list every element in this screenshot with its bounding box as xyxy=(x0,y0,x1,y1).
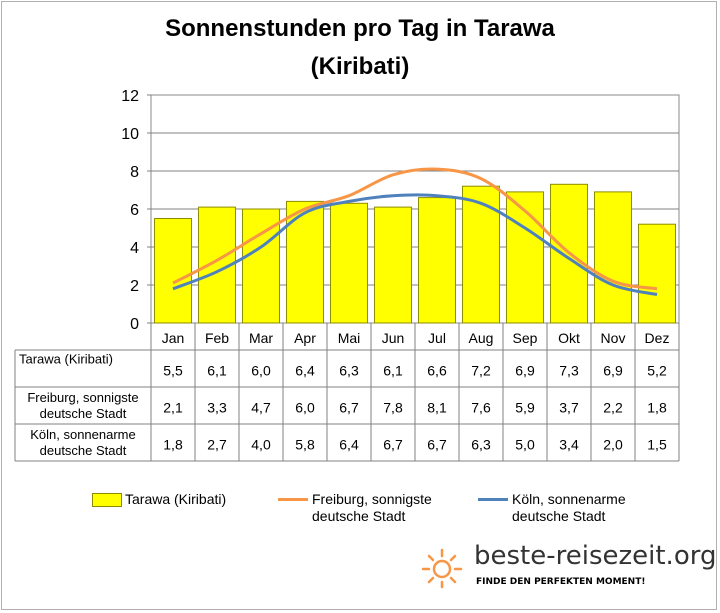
data-label: 6,1 xyxy=(383,363,403,379)
y-tick-label: 12 xyxy=(121,88,139,105)
data-label: 6,9 xyxy=(515,363,535,379)
bar-apr xyxy=(286,200,324,324)
table-row-label: Freiburg, sonnigste xyxy=(27,390,138,405)
data-label: 5,5 xyxy=(163,363,183,379)
x-tick-label: Jun xyxy=(382,330,405,346)
sun-logo-icon xyxy=(421,548,463,589)
bar-aug xyxy=(462,185,500,324)
data-label: 6,0 xyxy=(295,400,315,416)
x-tick-label: Sep xyxy=(513,330,538,346)
data-label: 7,3 xyxy=(559,363,579,379)
legend-swatch-tarawa xyxy=(92,493,122,507)
chart-title-line1: Sonnenstunden pro Tag in Tarawa xyxy=(165,15,555,42)
x-tick-label: Nov xyxy=(601,330,626,346)
bar-jun xyxy=(374,206,412,324)
data-label: 2,2 xyxy=(603,400,623,416)
data-label: 8,1 xyxy=(427,400,447,416)
x-tick-label: Jul xyxy=(428,330,446,346)
data-label: 5,2 xyxy=(647,363,667,379)
table-row-label: Köln, sonnenarme xyxy=(30,427,136,442)
x-tick-label: Apr xyxy=(294,330,316,346)
data-label: 5,8 xyxy=(295,437,315,453)
bar-jul xyxy=(418,197,456,324)
x-tick-label: Aug xyxy=(469,330,494,346)
data-label: 5,0 xyxy=(515,437,535,453)
data-label: 2,7 xyxy=(207,437,227,453)
x-tick-label: Jan xyxy=(162,330,185,346)
legend-label-koeln-line2: deutsche Stadt xyxy=(512,508,606,524)
data-label: 7,2 xyxy=(471,363,491,379)
data-label: 6,9 xyxy=(603,363,623,379)
data-label: 6,3 xyxy=(471,437,491,453)
series-line-1 xyxy=(172,193,658,296)
data-label: 3,7 xyxy=(559,400,579,416)
legend-swatch-koeln xyxy=(478,498,508,501)
table-row-label: Tarawa (Kiribati) xyxy=(19,352,113,367)
data-label: 4,0 xyxy=(251,437,271,453)
legend-label-koeln-line1: Köln, sonnenarme xyxy=(512,491,626,507)
y-tick-label: 0 xyxy=(130,316,139,333)
data-label: 7,6 xyxy=(471,400,491,416)
y-tick-label: 4 xyxy=(130,240,139,257)
data-label: 6,6 xyxy=(427,363,447,379)
data-label: 6,1 xyxy=(207,363,227,379)
y-tick-label: 10 xyxy=(121,126,139,143)
legend-label-freiburg-line1: Freiburg, sonnigste xyxy=(312,491,432,507)
x-tick-label: Mar xyxy=(249,330,273,346)
table-row-label: deutsche Stadt xyxy=(40,406,127,421)
x-tick-label: Dez xyxy=(645,330,670,346)
data-label: 6,4 xyxy=(295,363,315,379)
data-label: 6,0 xyxy=(251,363,271,379)
bar-jan xyxy=(154,218,192,324)
x-tick-label: Okt xyxy=(558,330,580,346)
series-line-0 xyxy=(172,167,658,291)
data-label: 6,7 xyxy=(339,400,359,416)
brand-name: beste-reisezeit.org xyxy=(474,541,717,571)
y-tick-label: 2 xyxy=(130,278,139,295)
x-tick-label: Feb xyxy=(205,330,229,346)
bar-dez xyxy=(638,223,676,324)
data-label: 5,9 xyxy=(515,400,535,416)
data-label: 1,5 xyxy=(647,437,667,453)
brand-slogan: FINDE DEN PERFEKTEN MOMENT! xyxy=(476,577,646,587)
data-label: 6,4 xyxy=(339,437,359,453)
data-label: 1,8 xyxy=(163,437,183,453)
data-label: 6,3 xyxy=(339,363,359,379)
data-label: 2,1 xyxy=(163,400,183,416)
x-tick-label: Mai xyxy=(338,330,361,346)
data-label: 2,0 xyxy=(603,437,623,453)
legend-swatch-freiburg xyxy=(278,498,308,501)
bar-nov xyxy=(594,191,632,324)
y-tick-label: 6 xyxy=(130,202,139,219)
data-label: 3,4 xyxy=(559,437,579,453)
table-row-label: deutsche Stadt xyxy=(40,443,127,458)
legend-label-freiburg-line2: deutsche Stadt xyxy=(312,508,406,524)
data-label: 1,8 xyxy=(647,400,667,416)
y-tick-label: 8 xyxy=(130,164,139,181)
data-label: 6,7 xyxy=(383,437,403,453)
data-label: 3,3 xyxy=(207,400,227,416)
bar-sep xyxy=(506,191,544,324)
data-label: 4,7 xyxy=(251,400,271,416)
chart-title-line2: (Kiribati) xyxy=(310,53,410,80)
data-label: 6,7 xyxy=(427,437,447,453)
bar-mai xyxy=(330,202,368,324)
legend-label-tarawa: Tarawa (Kiribati) xyxy=(125,491,227,507)
data-label: 7,8 xyxy=(383,400,403,416)
